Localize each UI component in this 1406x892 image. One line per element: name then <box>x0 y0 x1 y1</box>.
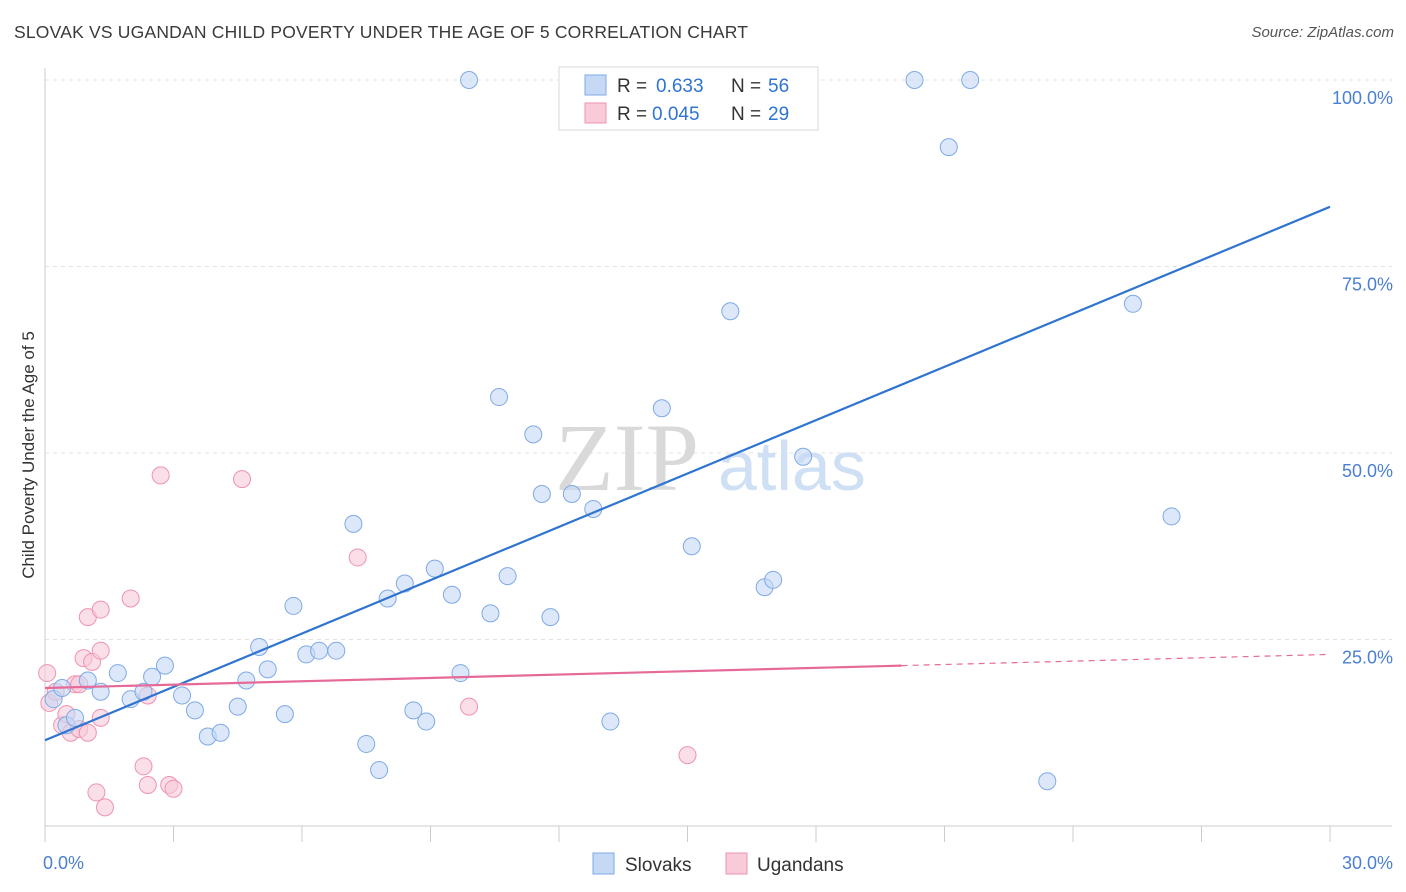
chart-title: SLOVAK VS UGANDAN CHILD POVERTY UNDER TH… <box>14 22 749 42</box>
legend-r-value-slovaks: 0.633 <box>656 76 704 97</box>
slovak-point <box>78 671 97 690</box>
slovak-point <box>481 604 500 623</box>
slovak-point <box>961 71 980 89</box>
legend-r-label-slovaks: R = <box>617 76 647 97</box>
y-tick-label: 75.0% <box>1342 275 1393 295</box>
y-tick-label: 25.0% <box>1342 648 1393 668</box>
gridlines <box>45 79 1392 640</box>
legend-r-value-ugandans: 0.045 <box>652 104 700 125</box>
slovak-point <box>417 712 436 731</box>
y-axis-title: Child Poverty Under the Age of 5 <box>19 331 38 579</box>
bottom-legend-label-ugandans: Ugandans <box>757 855 844 876</box>
ugandan-point <box>460 697 479 716</box>
slovak-point <box>721 302 740 321</box>
legend-r-label-ugandans: R = <box>617 104 647 125</box>
ugandan-point <box>678 746 697 765</box>
ugandan-point <box>78 723 97 742</box>
slovak-point <box>425 559 444 578</box>
slovak-point <box>764 570 783 589</box>
slovak-point <box>905 71 924 89</box>
slovak-point <box>541 608 560 627</box>
slovak-trend-line <box>44 205 1331 742</box>
legend-n-label-slovaks: N = <box>731 76 761 97</box>
y-tick-label: 50.0% <box>1342 461 1393 481</box>
watermark: ZIP atlas <box>555 404 866 511</box>
slovak-point <box>524 425 543 444</box>
slovak-point <box>404 701 423 720</box>
ugandan-point <box>91 600 110 619</box>
watermark-atlas: atlas <box>718 427 866 505</box>
slovak-point <box>284 596 303 615</box>
legend-n-value-slovaks: 56 <box>768 76 789 97</box>
slovak-point <box>310 641 329 660</box>
slovak-point <box>490 388 509 407</box>
source-label: Source: ZipAtlas.com <box>1251 24 1394 41</box>
slovak-point <box>65 708 84 727</box>
x-tick-label-min: 0.0% <box>43 853 84 873</box>
bottom-legend-label-slovaks: Slovaks <box>625 855 692 876</box>
legend-n-value-ugandans: 29 <box>768 104 789 125</box>
legend-swatch-ugandans <box>584 102 607 124</box>
slovak-point <box>794 447 813 466</box>
ugandan-point <box>38 664 57 683</box>
slovak-point <box>451 664 470 683</box>
legend-n-label-ugandans: N = <box>731 104 761 125</box>
ugandan-trend-line <box>44 664 902 690</box>
slovak-point <box>1038 772 1057 791</box>
ugandan-point <box>348 548 367 567</box>
ugandan-point <box>91 641 110 660</box>
slovak-point <box>498 567 517 586</box>
ugandan-trend-extension <box>901 653 1331 667</box>
x-tick-label-max: 30.0% <box>1342 853 1393 873</box>
slovak-point <box>228 697 247 716</box>
slovak-point <box>652 399 671 418</box>
slovak-point <box>370 761 389 780</box>
bottom-legend-swatch-ugandans <box>725 852 748 875</box>
slovak-point <box>258 660 277 679</box>
slovak-point <box>357 734 376 753</box>
slovak-point <box>185 701 204 720</box>
slovak-point <box>344 514 363 533</box>
slovak-point <box>442 585 461 604</box>
slovak-point <box>1162 507 1181 526</box>
y-tick-label: 100.0% <box>1332 88 1393 108</box>
ugandan-point <box>95 798 114 817</box>
slovak-point <box>211 723 230 742</box>
trend-lines <box>44 205 1331 742</box>
slovak-points <box>44 71 1181 791</box>
bottom-legend: Slovaks Ugandans <box>592 852 844 876</box>
slovak-point <box>682 537 701 556</box>
slovak-point <box>601 712 620 731</box>
slovak-point <box>275 705 294 724</box>
slovak-point <box>237 671 256 690</box>
slovak-point <box>460 71 479 89</box>
slovak-point <box>939 138 958 157</box>
ugandan-points <box>38 466 697 817</box>
slovak-point <box>108 664 127 683</box>
ugandan-point <box>151 466 170 485</box>
slovak-point <box>1123 294 1142 313</box>
legend-swatch-slovaks <box>584 74 607 96</box>
ugandan-point <box>134 757 153 776</box>
slovak-point <box>155 656 174 675</box>
ugandan-point <box>164 779 183 798</box>
legend: R = 0.633 N = 56 R = 0.045 N = 29 <box>558 66 819 131</box>
slovak-point <box>327 641 346 660</box>
slovak-point <box>532 485 551 504</box>
bottom-legend-swatch-slovaks <box>592 852 615 875</box>
ugandan-point <box>87 783 106 802</box>
ugandan-point <box>121 589 140 608</box>
slovak-point <box>562 485 581 504</box>
slovak-point <box>173 686 192 705</box>
tick-labels: 25.0% 50.0% 75.0% 100.0% 0.0% 30.0% <box>43 88 1393 873</box>
ugandan-point <box>233 470 252 489</box>
ugandan-point <box>138 775 157 794</box>
